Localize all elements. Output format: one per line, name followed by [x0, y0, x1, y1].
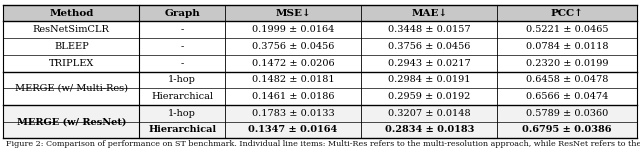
- Text: 0.3207 ± 0.0148: 0.3207 ± 0.0148: [388, 109, 470, 118]
- Text: 0.1472 ± 0.0206: 0.1472 ± 0.0206: [252, 59, 334, 68]
- Text: 0.1783 ± 0.0133: 0.1783 ± 0.0133: [252, 109, 335, 118]
- Bar: [3, 5, 140, 21]
- Bar: [140, 21, 225, 38]
- Text: 0.3756 ± 0.0456: 0.3756 ± 0.0456: [252, 42, 334, 51]
- Bar: [225, 55, 361, 72]
- Bar: [3, 72, 140, 88]
- Bar: [225, 5, 361, 21]
- Text: 0.6458 ± 0.0478: 0.6458 ± 0.0478: [526, 75, 608, 84]
- Bar: [361, 38, 497, 55]
- Bar: [361, 55, 497, 72]
- Bar: [225, 122, 361, 138]
- Bar: [3, 21, 140, 38]
- Text: MAE↓: MAE↓: [411, 9, 447, 18]
- Text: Graph: Graph: [164, 9, 200, 18]
- Text: -: -: [180, 25, 184, 34]
- Text: 0.5221 ± 0.0465: 0.5221 ± 0.0465: [526, 25, 609, 34]
- Text: 0.3448 ± 0.0157: 0.3448 ± 0.0157: [388, 25, 470, 34]
- Text: 1-hop: 1-hop: [168, 109, 196, 118]
- Text: Hierarchical: Hierarchical: [151, 92, 213, 101]
- Text: -: -: [180, 59, 184, 68]
- Bar: [140, 55, 225, 72]
- Text: Method: Method: [49, 9, 93, 18]
- Text: -: -: [180, 42, 184, 51]
- Text: MERGE (w/ ResNet): MERGE (w/ ResNet): [17, 117, 126, 126]
- Text: PCC↑: PCC↑: [550, 9, 584, 18]
- Bar: [497, 55, 637, 72]
- Bar: [361, 88, 497, 105]
- Bar: [361, 5, 497, 21]
- Text: 0.6566 ± 0.0474: 0.6566 ± 0.0474: [526, 92, 608, 101]
- Bar: [140, 38, 225, 55]
- Text: 0.1482 ± 0.0181: 0.1482 ± 0.0181: [252, 75, 334, 84]
- Text: Hierarchical: Hierarchical: [148, 125, 216, 135]
- Text: 0.1347 ± 0.0164: 0.1347 ± 0.0164: [248, 125, 338, 135]
- Text: Figure 2: Comparison of performance on ST benchmark. Individual line items: Mult: Figure 2: Comparison of performance on S…: [6, 140, 640, 148]
- Text: 0.1461 ± 0.0186: 0.1461 ± 0.0186: [252, 92, 334, 101]
- Bar: [3, 38, 140, 55]
- Text: MERGE (w/ Multi-Res): MERGE (w/ Multi-Res): [15, 84, 128, 93]
- Text: 0.0784 ± 0.0118: 0.0784 ± 0.0118: [526, 42, 609, 51]
- Text: BLEEP: BLEEP: [54, 42, 89, 51]
- Bar: [225, 21, 361, 38]
- Bar: [361, 122, 497, 138]
- Text: 0.3756 ± 0.0456: 0.3756 ± 0.0456: [388, 42, 470, 51]
- Text: MSE↓: MSE↓: [275, 9, 311, 18]
- Bar: [3, 122, 140, 138]
- Text: 0.2959 ± 0.0192: 0.2959 ± 0.0192: [388, 92, 470, 101]
- Text: 0.5789 ± 0.0360: 0.5789 ± 0.0360: [526, 109, 608, 118]
- Text: 0.6795 ± 0.0386: 0.6795 ± 0.0386: [522, 125, 612, 135]
- Bar: [225, 105, 361, 122]
- Bar: [140, 5, 225, 21]
- Bar: [497, 122, 637, 138]
- Bar: [225, 38, 361, 55]
- Bar: [225, 72, 361, 88]
- Bar: [497, 105, 637, 122]
- Bar: [497, 38, 637, 55]
- Bar: [497, 72, 637, 88]
- Bar: [140, 105, 225, 122]
- Text: ResNetSimCLR: ResNetSimCLR: [33, 25, 109, 34]
- Text: 0.2984 ± 0.0191: 0.2984 ± 0.0191: [388, 75, 470, 84]
- Text: 0.2943 ± 0.0217: 0.2943 ± 0.0217: [388, 59, 470, 68]
- Bar: [3, 55, 140, 72]
- Text: TRIPLEX: TRIPLEX: [49, 59, 94, 68]
- Bar: [3, 105, 140, 122]
- Bar: [140, 88, 225, 105]
- Text: 0.2320 ± 0.0199: 0.2320 ± 0.0199: [526, 59, 609, 68]
- Bar: [497, 88, 637, 105]
- Bar: [361, 21, 497, 38]
- Text: 1-hop: 1-hop: [168, 75, 196, 84]
- Bar: [140, 122, 225, 138]
- Bar: [225, 88, 361, 105]
- Bar: [140, 72, 225, 88]
- Bar: [497, 5, 637, 21]
- Bar: [361, 105, 497, 122]
- Bar: [497, 21, 637, 38]
- Text: 0.2834 ± 0.0183: 0.2834 ± 0.0183: [385, 125, 474, 135]
- Bar: [3, 88, 140, 105]
- Text: 0.1999 ± 0.0164: 0.1999 ± 0.0164: [252, 25, 334, 34]
- Bar: [361, 72, 497, 88]
